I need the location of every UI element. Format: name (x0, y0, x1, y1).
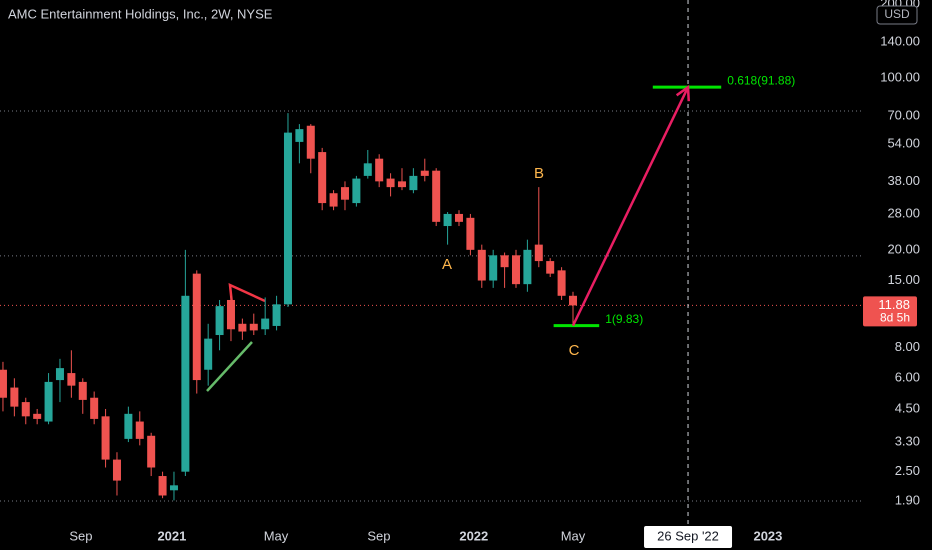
y-tick-label: 200.00 (880, 0, 920, 11)
candle-body (340, 187, 349, 200)
candle-body (261, 318, 270, 330)
candle-body (78, 381, 87, 400)
candle-body (443, 213, 452, 227)
y-tick-label: 28.00 (887, 205, 920, 220)
candle-body (181, 295, 190, 472)
x-tick-label: Sep (69, 528, 92, 543)
candle-body (226, 299, 235, 330)
y-tick-label: 70.00 (887, 108, 920, 123)
x-tick-label: 2022 (459, 528, 488, 543)
candle-body (112, 459, 121, 481)
candle-body (124, 413, 133, 439)
candle-body (329, 193, 338, 207)
candle-body (21, 402, 30, 417)
candle-body (546, 261, 555, 274)
triangle-lower-line (206, 341, 253, 392)
candle-body (249, 323, 258, 331)
candle-body (33, 413, 42, 419)
candle-body (386, 178, 395, 188)
candle-body (568, 295, 577, 306)
wave-label: B (534, 165, 544, 182)
candle-body (318, 152, 327, 204)
candle-body (466, 217, 475, 250)
y-tick-label: 20.00 (887, 241, 920, 256)
candle-body (135, 421, 144, 439)
candle-body (477, 249, 486, 281)
candle-body (432, 170, 441, 222)
candle-body (500, 255, 509, 268)
y-tick-label: 54.00 (887, 135, 920, 150)
y-tick-label: 140.00 (880, 34, 920, 49)
candle-body (192, 273, 201, 381)
candle-body (352, 178, 361, 204)
x-tick-label: 2023 (753, 528, 782, 543)
y-tick-label: 100.00 (880, 70, 920, 85)
y-tick-label: 1.90 (895, 492, 920, 507)
projection-arrow (571, 86, 690, 327)
currency-box (876, 5, 918, 25)
last-price-box (863, 296, 917, 327)
candle-body (44, 381, 53, 422)
candle-body (295, 129, 304, 142)
candle-body (204, 338, 213, 370)
y-tick-label: 3.30 (895, 434, 920, 449)
wave-label: A (442, 256, 452, 273)
candle-body (420, 170, 429, 176)
x-tick-label: Sep (367, 528, 390, 543)
candle-body (511, 255, 520, 285)
fib-label: 1(9.83) (605, 312, 643, 326)
fib-label: 0.618(91.88) (727, 73, 795, 87)
last-price-label: 11.88 (878, 297, 910, 312)
candle-body (534, 244, 543, 262)
x-tick-label: May (264, 528, 289, 543)
candle-body (523, 249, 532, 285)
candle-body (306, 125, 315, 159)
y-tick-label: 4.50 (895, 400, 920, 415)
x-tick-label: 2021 (157, 528, 186, 543)
countdown-label: 8d 5h (880, 311, 910, 325)
currency-label: USD (884, 7, 910, 21)
x-tick-label: May (561, 528, 586, 543)
candle-body (489, 255, 498, 281)
candle-body (169, 485, 178, 491)
y-tick-label: 6.00 (895, 370, 920, 385)
candle-body (363, 163, 372, 176)
candle-body (238, 323, 247, 332)
candle-body (55, 368, 64, 381)
candle-body (272, 304, 281, 326)
candle-body (67, 373, 76, 386)
candle-body (397, 181, 406, 188)
y-tick-label: 8.00 (895, 339, 920, 354)
candle-body (147, 435, 156, 468)
candle-body (158, 476, 167, 496)
candle-body (557, 270, 566, 296)
candle-body (409, 175, 418, 191)
cursor-label: 26 Sep '22 (657, 528, 719, 543)
chart-title: AMC Entertainment Holdings, Inc., 2W, NY… (8, 6, 273, 21)
candle-body (375, 158, 384, 182)
candle-body (454, 213, 463, 222)
wave-label: C (569, 342, 580, 359)
candle-body (90, 397, 99, 419)
candle-body (101, 416, 110, 460)
y-tick-label: 2.50 (895, 463, 920, 478)
cursor-label-box (644, 526, 733, 548)
candle-body (10, 387, 19, 407)
y-tick-label: 38.00 (887, 173, 920, 188)
candle-body (0, 369, 7, 398)
candle-body (283, 132, 292, 305)
arrow-head (675, 84, 690, 102)
y-tick-label: 15.00 (887, 272, 920, 287)
candle-body (215, 306, 224, 336)
